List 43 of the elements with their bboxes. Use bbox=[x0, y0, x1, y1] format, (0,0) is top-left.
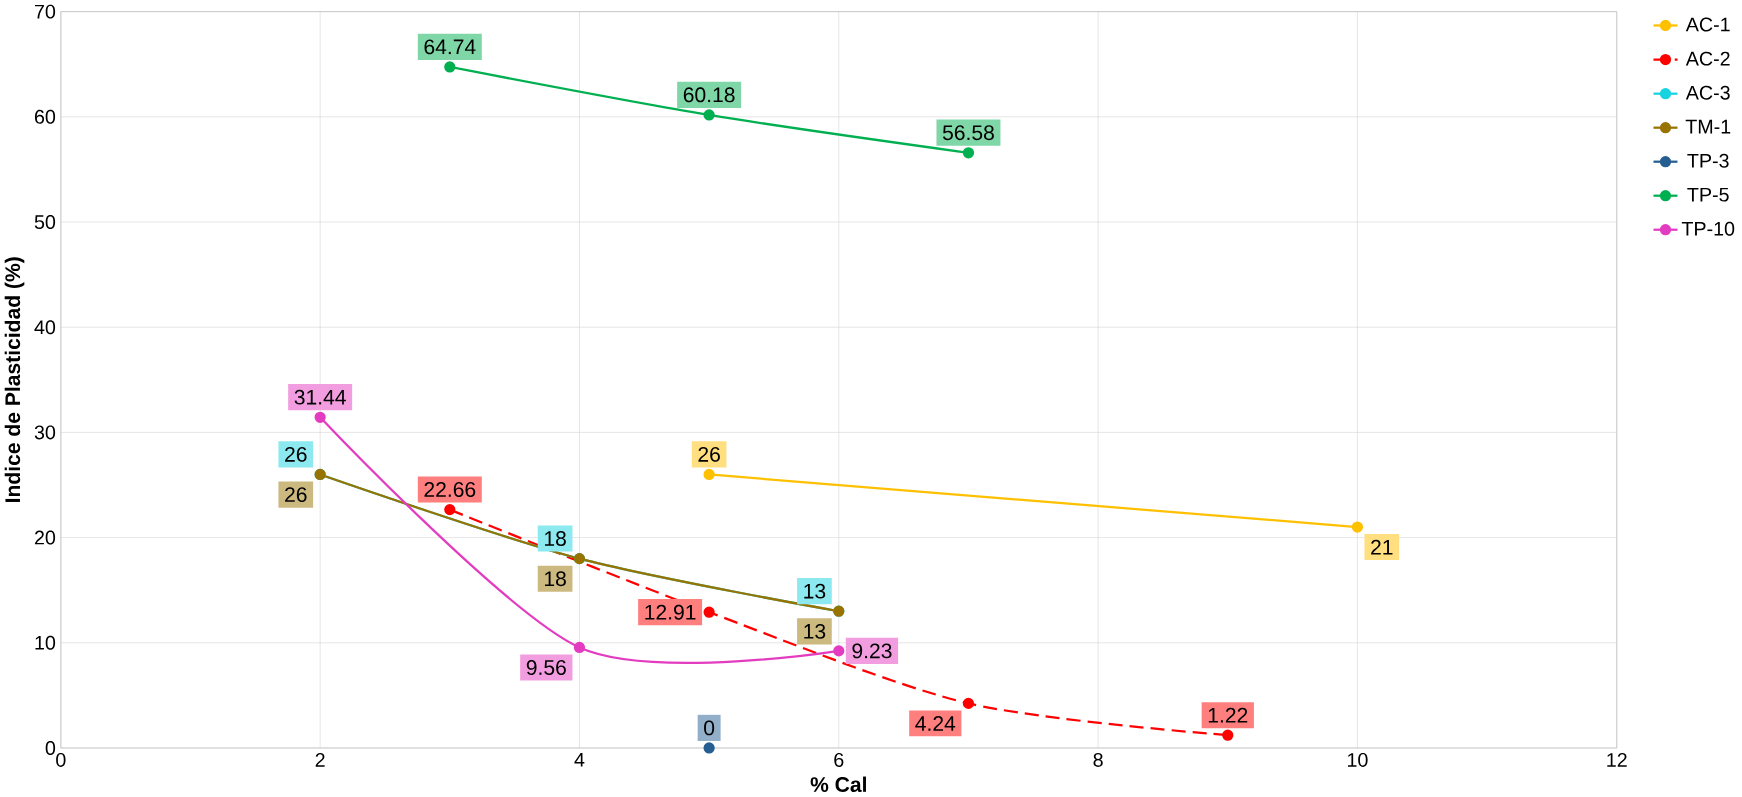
legend-label: AC-2 bbox=[1685, 51, 1730, 66]
data-label: 56.58 bbox=[942, 125, 994, 141]
x-axis-title: % Cal bbox=[810, 776, 866, 793]
y-tick-label: 20 bbox=[34, 530, 56, 545]
data-label: 9.56 bbox=[526, 660, 566, 676]
data-label: 12.91 bbox=[645, 604, 696, 620]
y-tick-label: 40 bbox=[34, 320, 56, 335]
data-label: 26 bbox=[698, 447, 720, 462]
y-tick-label: 30 bbox=[34, 425, 56, 440]
data-label: 21 bbox=[1371, 539, 1393, 555]
x-tick-label: 0 bbox=[56, 753, 66, 768]
x-tick-label: 6 bbox=[834, 753, 844, 768]
data-label: 0 bbox=[704, 720, 715, 736]
data-label: 13 bbox=[804, 624, 826, 639]
data-label: 1.22 bbox=[1208, 707, 1248, 723]
y-tick-label: 10 bbox=[35, 635, 56, 650]
legend-label: TP-3 bbox=[1687, 153, 1729, 168]
x-tick-label: 4 bbox=[574, 753, 585, 767]
data-label: 18 bbox=[544, 571, 566, 587]
legend-label: TP-10 bbox=[1681, 221, 1735, 236]
y-tick-label: 60 bbox=[34, 110, 56, 124]
data-label: 18 bbox=[544, 531, 566, 547]
data-label: 26 bbox=[285, 447, 307, 462]
data-label: 31.44 bbox=[294, 389, 346, 405]
y-tick-label: 50 bbox=[34, 215, 56, 230]
y-tick-label: 0 bbox=[45, 741, 56, 756]
legend-label: AC-1 bbox=[1685, 17, 1730, 32]
x-tick-label: 2 bbox=[315, 753, 325, 767]
data-label: 60.18 bbox=[683, 87, 735, 103]
legend-label: TM-1 bbox=[1685, 120, 1731, 134]
y-tick-label: 70 bbox=[35, 4, 56, 19]
data-label: 13 bbox=[804, 583, 826, 599]
data-label: 26 bbox=[285, 487, 307, 503]
legend-label: TP-5 bbox=[1687, 188, 1729, 202]
x-tick-label: 8 bbox=[1093, 753, 1103, 768]
legend-label: AC-3 bbox=[1685, 85, 1730, 100]
x-tick-label: 12 bbox=[1607, 753, 1627, 767]
x-tick-label: 10 bbox=[1347, 753, 1368, 768]
data-label: 4.24 bbox=[915, 716, 956, 731]
data-label: 22.66 bbox=[424, 482, 476, 498]
data-label: 64.74 bbox=[424, 39, 476, 55]
data-label: 9.23 bbox=[852, 643, 892, 659]
y-axis-title: Indice de Plasticidad (%) bbox=[4, 257, 25, 503]
